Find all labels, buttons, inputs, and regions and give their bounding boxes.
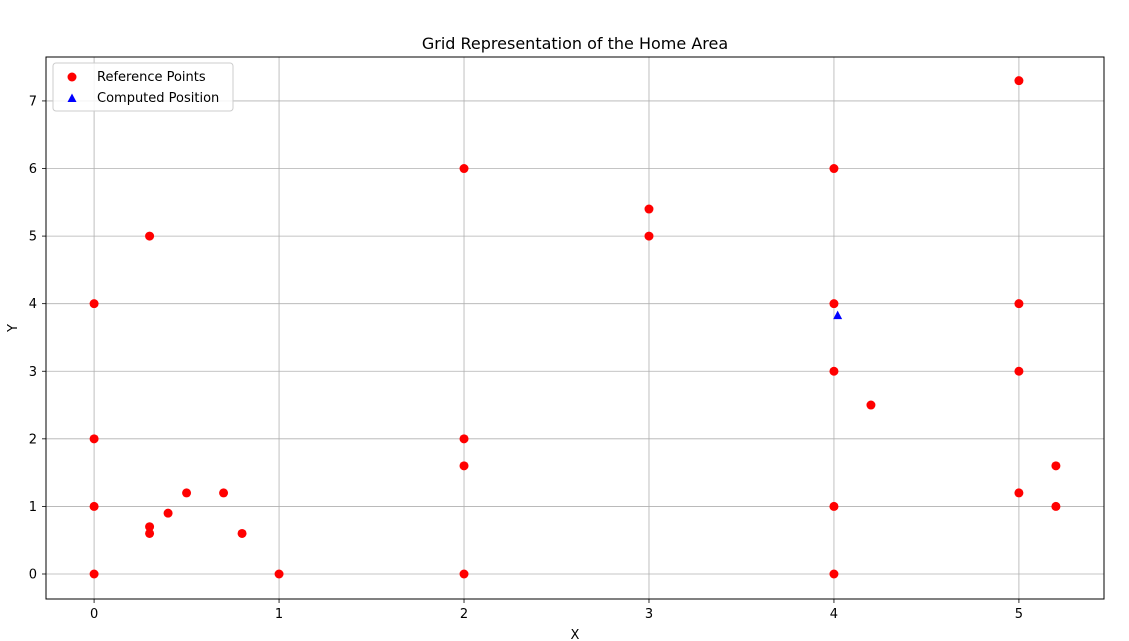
reference-points-point	[829, 164, 839, 174]
plot-frame	[45, 56, 1105, 600]
reference-points-point	[1014, 366, 1024, 376]
y-tick-label: 4	[29, 297, 37, 312]
x-tick-label: 4	[830, 607, 838, 622]
legend: Reference Points Computed Position	[52, 62, 234, 112]
reference-points-point	[644, 231, 654, 241]
reference-points-point	[89, 299, 99, 309]
reference-points-point	[1014, 299, 1024, 309]
reference-points-point	[274, 569, 284, 579]
reference-points-point	[866, 400, 876, 410]
reference-points-point	[829, 366, 839, 376]
x-tick-label: 3	[645, 607, 653, 622]
legend-box	[52, 62, 234, 112]
legend-marker-reference-points	[67, 72, 77, 82]
reference-points-point	[237, 528, 247, 538]
axis-ticks: 0 1 2 3 4 5 0 1 2 3 4 5 6 7	[29, 94, 1023, 622]
reference-points-point	[644, 204, 654, 214]
y-tick-label: 7	[29, 94, 37, 109]
x-tick-label: 5	[1015, 607, 1023, 622]
reference-points-point	[145, 231, 155, 241]
reference-points-point	[1014, 488, 1024, 498]
y-tick-label: 3	[29, 365, 37, 380]
x-tick-label: 1	[275, 607, 283, 622]
computed-position-point	[833, 310, 843, 320]
legend-label-computed-position: Computed Position	[97, 91, 219, 106]
reference-points-point	[459, 164, 469, 174]
reference-points-point	[829, 299, 839, 309]
x-tick-label: 2	[460, 607, 468, 622]
reference-points-point	[219, 488, 229, 498]
x-tick-label: 0	[90, 607, 98, 622]
reference-points-point	[145, 522, 155, 532]
x-axis-label: X	[571, 628, 580, 641]
reference-points-point	[829, 501, 839, 511]
reference-points-point	[182, 488, 192, 498]
grid-lines	[46, 57, 1104, 599]
reference-points-point	[145, 528, 155, 538]
y-tick-label: 6	[29, 162, 37, 177]
reference-points-point	[1051, 501, 1061, 511]
reference-points-point	[89, 569, 99, 579]
reference-points-point	[459, 569, 469, 579]
y-axis-label: Y	[6, 324, 21, 333]
y-tick-label: 1	[29, 500, 37, 515]
reference-points-point	[459, 434, 469, 444]
reference-points-point	[89, 501, 99, 511]
reference-points-point	[163, 508, 173, 518]
reference-points-point	[1014, 76, 1024, 86]
reference-points-point	[459, 461, 469, 471]
reference-points-point	[89, 434, 99, 444]
data-points	[89, 76, 1061, 579]
reference-points-point	[829, 569, 839, 579]
legend-marker-computed-position	[67, 93, 77, 102]
y-tick-label: 2	[29, 432, 37, 447]
chart-title: Grid Representation of the Home Area	[422, 34, 728, 53]
y-tick-label: 5	[29, 230, 37, 245]
legend-label-reference-points: Reference Points	[97, 70, 206, 85]
y-tick-label: 0	[29, 567, 37, 582]
reference-points-point	[1051, 461, 1061, 471]
